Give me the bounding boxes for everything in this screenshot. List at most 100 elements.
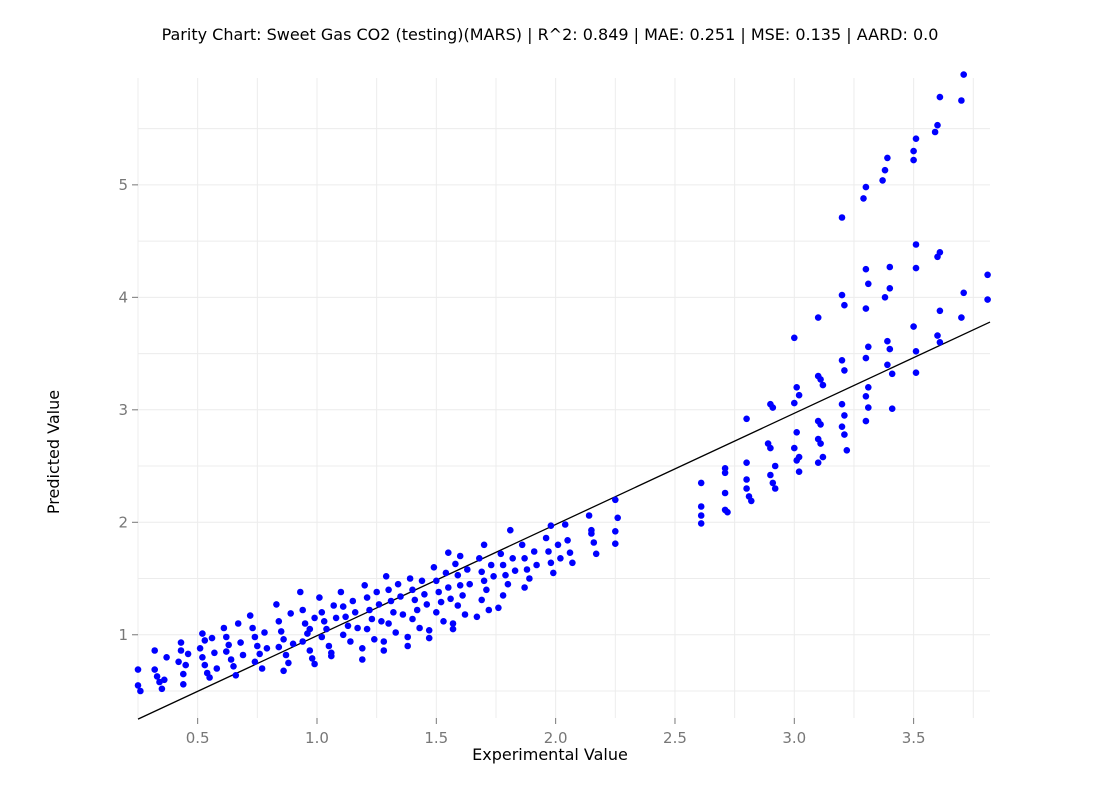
data-point	[814, 459, 822, 467]
axis-ticks: 0.5 1.0 1.5 2.0 2.5 3.0 3.5 1 2 3 4 5	[118, 176, 925, 747]
data-point	[382, 573, 390, 580]
chart-title: Parity Chart: Sweet Gas CO2 (testing)(MA…	[162, 25, 939, 44]
data-point	[862, 305, 870, 312]
scatter-points	[134, 71, 991, 695]
data-point	[819, 381, 827, 389]
data-point	[958, 314, 965, 321]
data-point	[445, 584, 452, 591]
data-point	[213, 665, 221, 672]
data-point	[533, 561, 540, 569]
data-point	[237, 639, 244, 646]
data-point	[223, 633, 230, 641]
data-point	[433, 577, 440, 585]
data-point	[366, 606, 373, 614]
data-point	[860, 195, 867, 202]
data-point	[912, 135, 920, 142]
data-point	[320, 618, 328, 625]
data-point	[323, 625, 330, 633]
data-point	[425, 634, 433, 642]
data-point	[585, 512, 593, 519]
data-point	[275, 618, 283, 625]
data-point	[480, 577, 488, 585]
data-point	[886, 345, 894, 353]
data-point	[984, 271, 991, 279]
data-point	[163, 654, 170, 661]
data-point	[354, 624, 361, 632]
data-point	[817, 440, 824, 447]
x-tick-label: 1.5	[424, 729, 448, 747]
data-point	[177, 647, 185, 654]
data-point	[445, 549, 452, 556]
data-point	[881, 294, 889, 301]
data-point	[253, 642, 261, 650]
data-point	[409, 615, 416, 623]
data-point	[251, 658, 259, 666]
data-point	[430, 564, 438, 571]
data-point	[433, 609, 440, 616]
data-point	[509, 555, 516, 562]
data-point	[280, 667, 287, 675]
data-point	[404, 642, 412, 650]
data-point	[795, 468, 803, 476]
data-point	[865, 384, 872, 391]
data-point	[425, 627, 433, 634]
data-point	[721, 489, 729, 497]
data-point	[499, 592, 507, 599]
data-point	[865, 343, 872, 351]
data-point	[697, 479, 705, 487]
data-point	[819, 453, 827, 461]
data-point	[888, 405, 896, 413]
data-point	[862, 265, 870, 273]
data-point	[817, 376, 824, 383]
data-point	[936, 339, 944, 346]
data-point	[554, 541, 562, 549]
data-point	[795, 391, 803, 399]
y-tick-label: 1	[118, 626, 128, 644]
data-point	[521, 584, 528, 591]
data-point	[931, 128, 939, 136]
data-point	[838, 291, 846, 299]
data-point	[351, 609, 359, 616]
grid-lines	[137, 78, 990, 718]
data-point	[767, 444, 774, 452]
data-point	[437, 598, 445, 606]
data-point	[289, 640, 297, 648]
data-point	[865, 280, 872, 288]
data-point	[614, 514, 621, 522]
data-point	[175, 658, 182, 666]
data-point	[416, 624, 423, 632]
data-point	[227, 656, 235, 663]
data-point	[793, 429, 800, 436]
data-point	[814, 314, 822, 321]
data-point	[841, 431, 848, 438]
data-point	[390, 609, 397, 616]
data-point	[297, 588, 304, 596]
data-point	[330, 602, 338, 609]
data-point	[246, 612, 254, 619]
data-point	[285, 659, 292, 667]
data-point	[912, 348, 920, 355]
data-point	[359, 645, 366, 652]
data-point	[449, 620, 457, 627]
data-point	[960, 289, 967, 297]
x-tick-label: 3.0	[782, 729, 806, 747]
data-point	[239, 651, 247, 659]
data-point	[502, 571, 509, 579]
data-point	[447, 595, 454, 603]
data-point	[590, 539, 598, 546]
data-point	[464, 566, 471, 573]
data-point	[316, 594, 323, 601]
data-point	[476, 555, 483, 562]
data-point	[158, 685, 166, 693]
data-point	[421, 591, 428, 598]
data-point	[452, 560, 459, 568]
data-point	[791, 399, 798, 407]
data-point	[256, 650, 264, 658]
data-point	[413, 606, 421, 614]
data-point	[184, 650, 192, 658]
data-point	[862, 393, 870, 400]
data-point	[743, 476, 750, 483]
data-point	[456, 552, 464, 560]
